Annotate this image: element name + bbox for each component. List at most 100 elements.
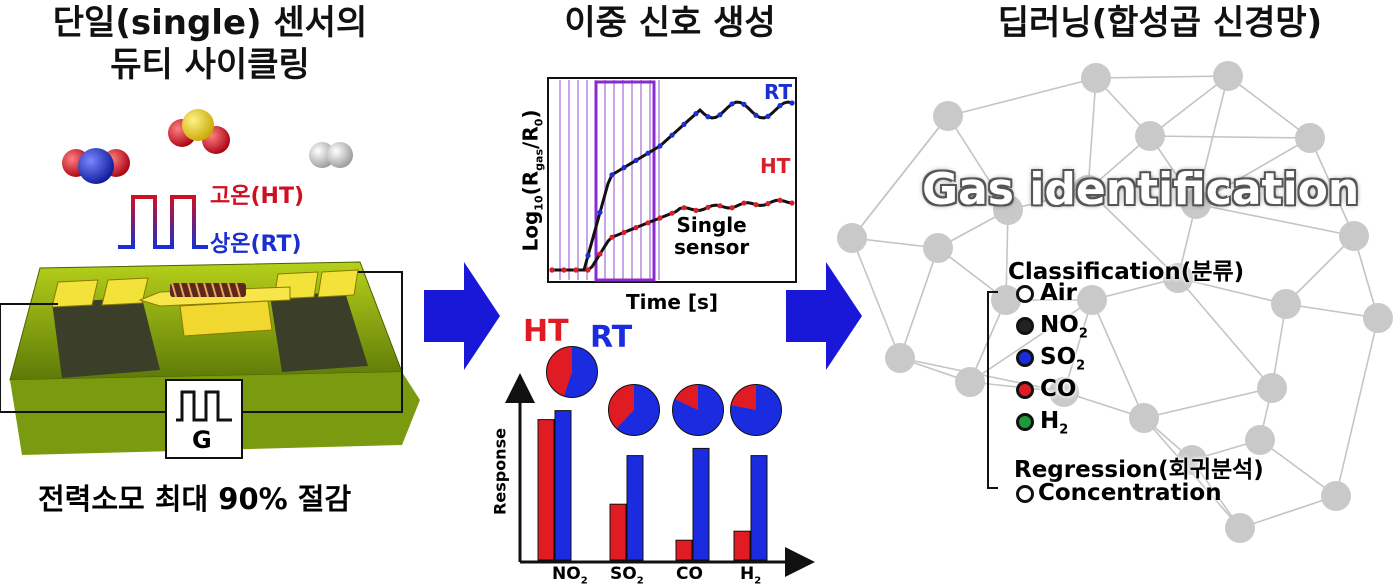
network-node bbox=[1073, 175, 1103, 205]
bar-rt-label: RT bbox=[590, 320, 633, 355]
network-edge bbox=[1239, 495, 1337, 529]
bar-marks bbox=[537, 410, 768, 561]
network-edge bbox=[1149, 75, 1229, 137]
network-edge bbox=[1091, 299, 1145, 419]
network-node bbox=[1181, 189, 1211, 219]
network-node bbox=[993, 195, 1023, 225]
curve-point bbox=[669, 210, 675, 216]
curve-point bbox=[717, 112, 723, 118]
network-edge bbox=[1087, 77, 1097, 191]
bar-ht-2 bbox=[675, 539, 693, 561]
network-node bbox=[1271, 289, 1301, 319]
plot-ht-label: HT bbox=[760, 154, 791, 178]
x-tick-label: H2 bbox=[740, 564, 762, 586]
network-edge bbox=[1095, 75, 1229, 79]
curve-point bbox=[609, 234, 615, 240]
curve-point bbox=[657, 143, 663, 149]
duty-cycle-pulse-icon bbox=[118, 195, 208, 249]
curve-point bbox=[621, 165, 627, 171]
network-edge bbox=[851, 115, 949, 239]
network-edge bbox=[1285, 303, 1379, 319]
h2-molecule-icon bbox=[309, 142, 353, 168]
generator-label: G bbox=[192, 426, 212, 454]
network-node bbox=[1129, 403, 1159, 433]
class-dot-icon bbox=[1016, 412, 1034, 431]
ratio-pie-3 bbox=[730, 384, 782, 436]
network-node bbox=[1339, 221, 1369, 251]
left-title-line1: 단일(single) 센서의 bbox=[52, 3, 368, 43]
gas-identification-headline: Gas identification bbox=[922, 164, 1360, 215]
network-edge bbox=[1149, 135, 1311, 139]
network-edge bbox=[947, 77, 1097, 117]
network-edge bbox=[969, 299, 1093, 383]
regression-heading: Regression(회귀분석) bbox=[1014, 457, 1264, 483]
bar-ht-3 bbox=[733, 530, 751, 561]
class-item: NO2 bbox=[1016, 312, 1088, 342]
network-node bbox=[1245, 425, 1275, 455]
curve-point bbox=[633, 225, 639, 231]
network-edge bbox=[1285, 235, 1355, 305]
curve-point bbox=[741, 200, 747, 206]
left-title-line2: 듀티 사이클링 bbox=[110, 45, 310, 85]
network-edge bbox=[1143, 387, 1273, 419]
network-node bbox=[1213, 61, 1243, 91]
arrow-right-icon bbox=[786, 262, 862, 370]
network-node bbox=[1363, 303, 1393, 333]
network-node bbox=[885, 343, 915, 373]
curve-point bbox=[789, 100, 795, 106]
plot-note-line2: sensor bbox=[674, 235, 750, 259]
curve-point bbox=[729, 101, 735, 107]
network-node bbox=[991, 285, 1021, 315]
network-node bbox=[923, 233, 953, 263]
curve-point bbox=[765, 201, 771, 207]
ratio-pie-1 bbox=[608, 384, 660, 436]
so2-molecule-icon bbox=[168, 109, 230, 154]
network-edge bbox=[851, 237, 901, 359]
network-node bbox=[1177, 445, 1207, 475]
network-edge bbox=[1177, 277, 1273, 389]
network-node bbox=[955, 367, 985, 397]
network-edge bbox=[1195, 203, 1355, 237]
room-temp-label: 상온(RT) bbox=[210, 232, 302, 257]
class-dot-icon bbox=[1016, 348, 1034, 367]
curve-point bbox=[729, 205, 735, 211]
duty-window-box bbox=[594, 80, 656, 282]
class-dot-icon bbox=[1016, 284, 1034, 303]
ht-response-points bbox=[549, 197, 795, 273]
curve-point bbox=[633, 157, 639, 163]
class-dot-icon bbox=[1016, 380, 1034, 399]
curve-point bbox=[657, 215, 663, 221]
network-edge bbox=[1309, 137, 1355, 237]
curve-point bbox=[597, 209, 603, 215]
network-edge bbox=[1259, 439, 1337, 497]
network-node bbox=[1295, 123, 1325, 153]
curve-point bbox=[777, 197, 783, 203]
network-edge bbox=[1063, 299, 1093, 393]
curve-point bbox=[693, 111, 699, 117]
network-edge bbox=[1227, 75, 1311, 139]
curve-point bbox=[585, 267, 591, 273]
bar-ht-0 bbox=[537, 419, 555, 561]
ratio-pie-2 bbox=[672, 384, 724, 436]
curve-point bbox=[669, 132, 675, 138]
network-node bbox=[1163, 263, 1193, 293]
generator-pulse-icon bbox=[176, 390, 232, 422]
bar-ht-1 bbox=[609, 503, 627, 561]
curve-point bbox=[741, 101, 747, 107]
sensor-nanowire-icon bbox=[170, 282, 246, 298]
curve-point bbox=[693, 207, 699, 213]
network-edge bbox=[947, 115, 1009, 211]
curve-point bbox=[585, 253, 591, 259]
curve-point bbox=[597, 251, 603, 257]
curve-point bbox=[753, 202, 759, 208]
curve-point bbox=[573, 267, 579, 273]
curve-point bbox=[753, 112, 759, 118]
network-edge bbox=[1195, 137, 1311, 205]
curve-point bbox=[705, 204, 711, 210]
network-edge bbox=[899, 247, 939, 359]
network-edge bbox=[1087, 189, 1179, 279]
